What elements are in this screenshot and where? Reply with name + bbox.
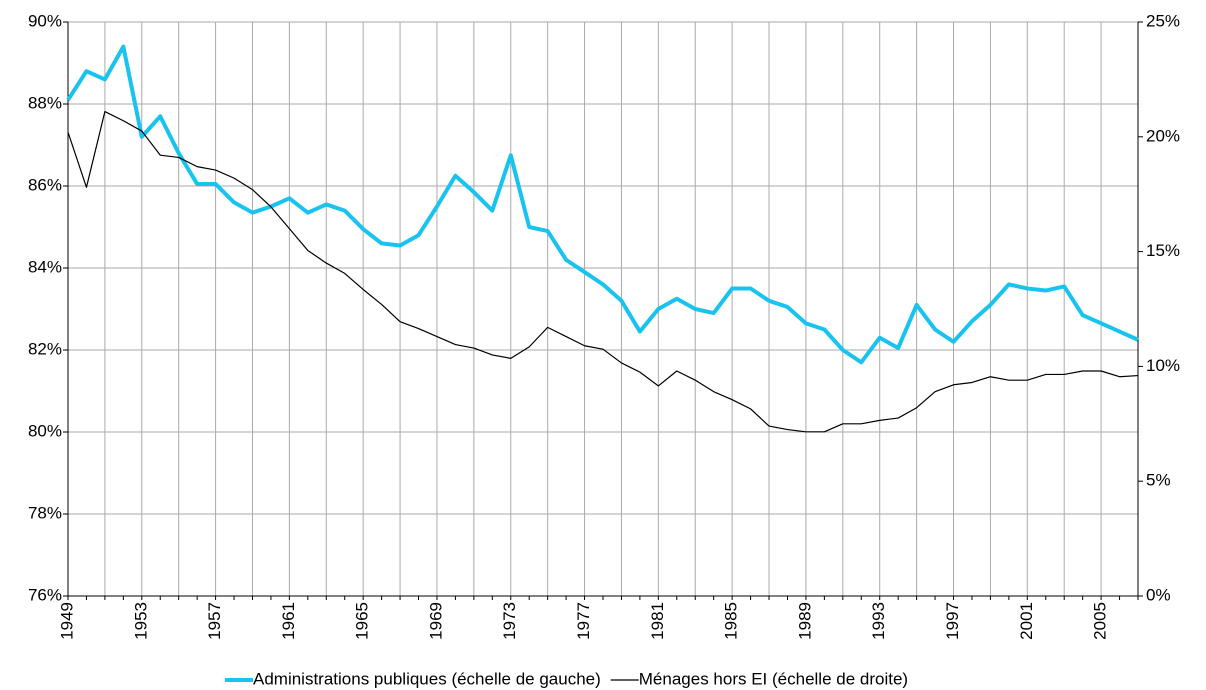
- x-tick-label: 1961: [279, 602, 298, 640]
- x-tick-label: 1997: [943, 602, 962, 640]
- x-tick-label: 1953: [131, 602, 150, 640]
- x-tick-label: 1981: [648, 602, 667, 640]
- series-line: [66, 44, 1139, 365]
- y2-tick-label: 15%: [1146, 241, 1180, 260]
- y-tick-label: 84%: [28, 257, 62, 276]
- x-tick-label: 1957: [205, 602, 224, 640]
- x-tick-label: 2005: [1091, 602, 1110, 640]
- y-tick-label: 82%: [28, 339, 62, 358]
- y-tick-label: 88%: [28, 93, 62, 112]
- x-tick-label: 1993: [869, 602, 888, 640]
- legend-label: Ménages hors EI (échelle de droite): [639, 669, 908, 688]
- x-tick-label: 1965: [353, 602, 372, 640]
- y-tick-label: 86%: [28, 175, 62, 194]
- legend: Administrations publiques (échelle de ga…: [225, 669, 908, 688]
- y2-tick-label: 0%: [1146, 585, 1171, 604]
- x-tick-label: 1949: [57, 602, 76, 640]
- x-tick-label: 1977: [574, 602, 593, 640]
- y-tick-label: 76%: [28, 585, 62, 604]
- x-tick-label: 1985: [722, 602, 741, 640]
- y-tick-label: 78%: [28, 503, 62, 522]
- series-line: [67, 110, 1139, 433]
- y2-tick-label: 25%: [1146, 11, 1180, 30]
- y-tick-label: 80%: [28, 421, 62, 440]
- x-tick-label: 2001: [1017, 602, 1036, 640]
- x-tick-label: 1973: [500, 602, 519, 640]
- y2-tick-label: 20%: [1146, 126, 1180, 145]
- legend-label: Administrations publiques (échelle de ga…: [253, 669, 601, 688]
- y2-tick-label: 10%: [1146, 356, 1180, 375]
- y2-tick-label: 5%: [1146, 471, 1171, 490]
- x-tick-label: 1969: [426, 602, 445, 640]
- y-tick-label: 90%: [28, 11, 62, 30]
- x-tick-label: 1989: [795, 602, 814, 640]
